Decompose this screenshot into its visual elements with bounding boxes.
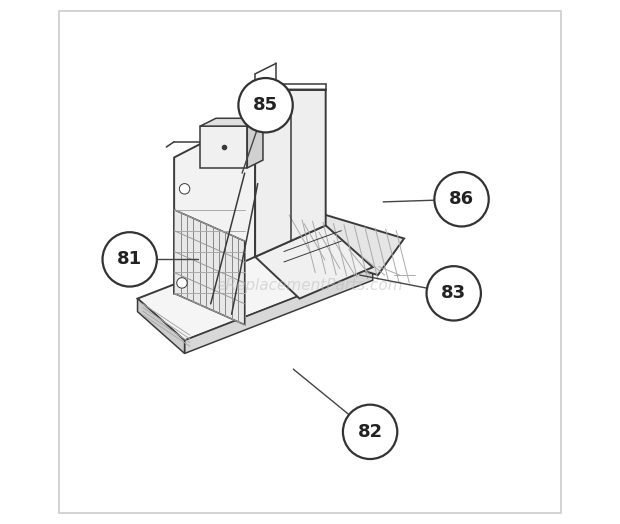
Text: 81: 81 bbox=[117, 250, 142, 268]
Text: 86: 86 bbox=[449, 190, 474, 208]
Circle shape bbox=[239, 78, 293, 133]
Circle shape bbox=[179, 183, 190, 194]
Circle shape bbox=[343, 405, 397, 459]
Circle shape bbox=[435, 172, 489, 226]
Polygon shape bbox=[174, 116, 255, 293]
Circle shape bbox=[177, 278, 187, 288]
Text: 82: 82 bbox=[358, 423, 383, 441]
Polygon shape bbox=[174, 210, 245, 325]
Polygon shape bbox=[200, 118, 263, 126]
Polygon shape bbox=[200, 126, 247, 168]
Polygon shape bbox=[247, 118, 263, 168]
Circle shape bbox=[102, 232, 157, 287]
Polygon shape bbox=[138, 299, 185, 354]
Polygon shape bbox=[185, 267, 373, 354]
Polygon shape bbox=[255, 90, 326, 257]
Polygon shape bbox=[138, 225, 373, 341]
Text: eReplacementParts.com: eReplacementParts.com bbox=[216, 278, 404, 293]
Text: 83: 83 bbox=[441, 285, 466, 302]
Polygon shape bbox=[255, 225, 373, 299]
Polygon shape bbox=[299, 215, 404, 275]
Circle shape bbox=[427, 266, 481, 321]
Text: 85: 85 bbox=[253, 96, 278, 114]
